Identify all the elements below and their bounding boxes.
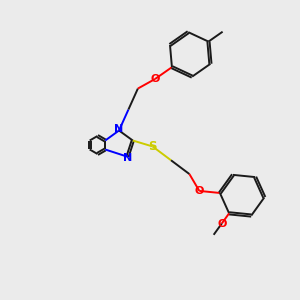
Text: O: O [217,219,226,229]
Text: N: N [114,124,124,134]
Text: S: S [148,140,157,153]
Text: O: O [150,74,160,84]
Text: N: N [123,153,132,163]
Text: O: O [195,186,204,196]
